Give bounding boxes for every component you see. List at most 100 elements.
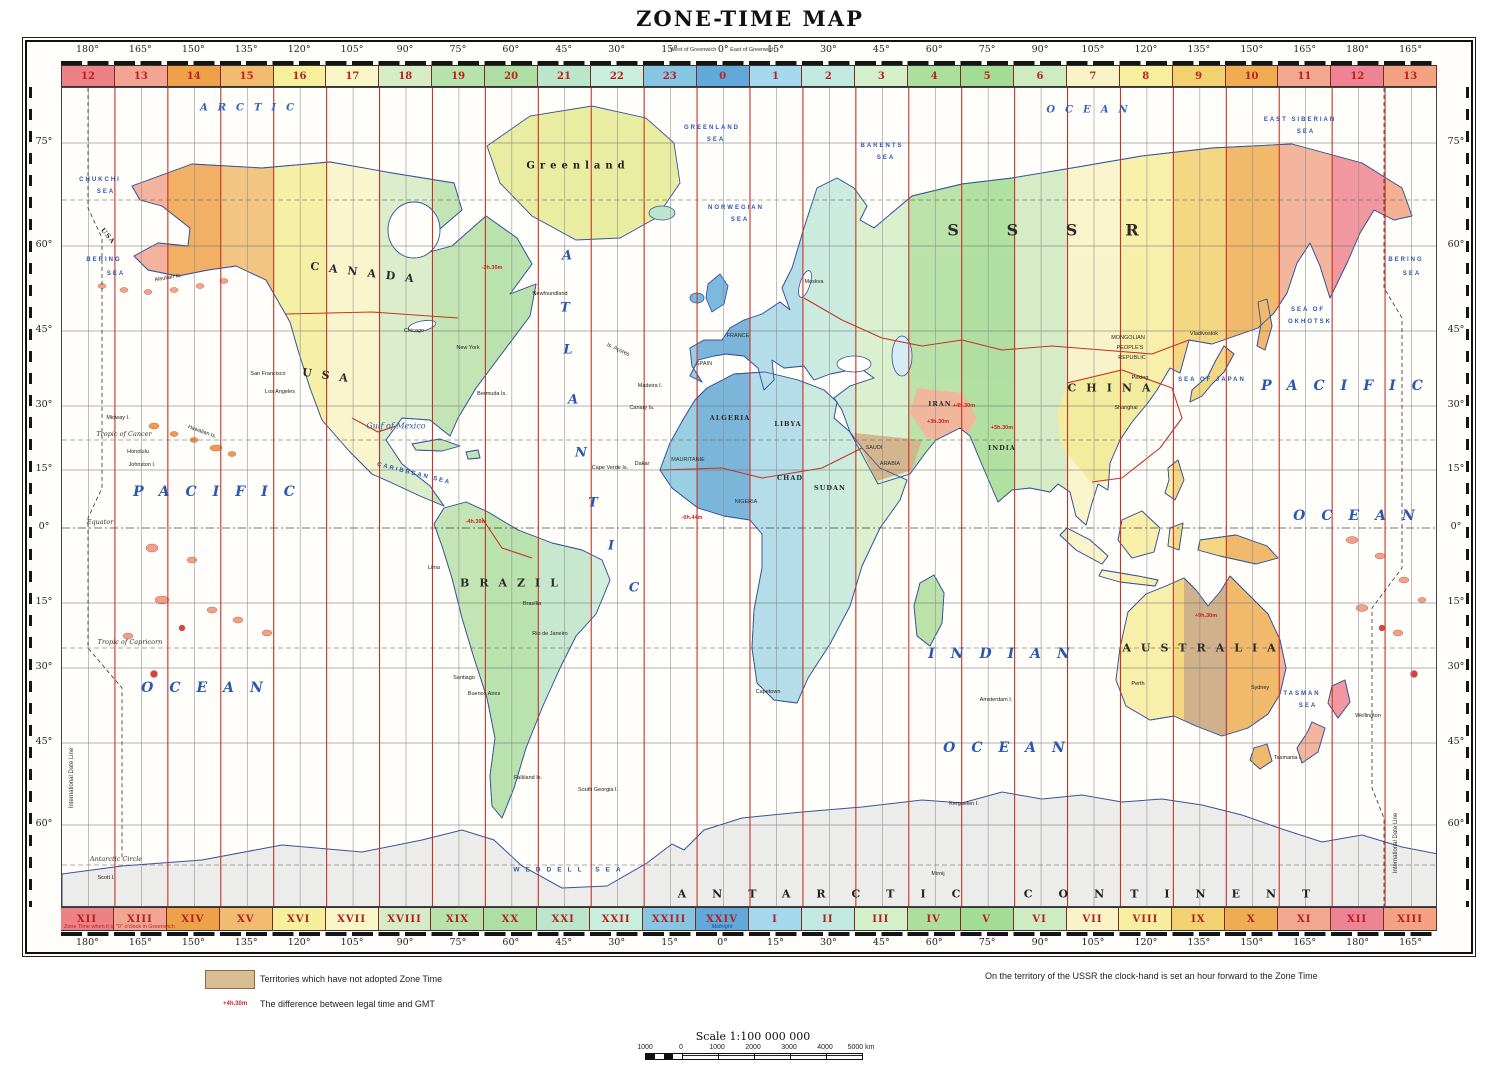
map-label: New York: [456, 345, 480, 351]
longitude-label: 150°: [181, 937, 205, 948]
longitude-label: 105°: [1081, 44, 1105, 55]
zone-roman-cell: XXII: [590, 907, 644, 931]
map-label: SEA: [1402, 271, 1422, 277]
zone-number: 10: [1244, 70, 1259, 82]
zone-roman-cell: VI: [1013, 907, 1067, 931]
latitude-label: 15°: [35, 596, 53, 607]
longitude-label: 120°: [287, 44, 311, 55]
world-map-svg: [62, 88, 1436, 906]
zone-roman-cell: III: [854, 907, 908, 931]
longitude-scale-bottom: 180° 165° 150° 135° 120° 105° 90° 75° 60° 45° 30° 1…: [61, 937, 1437, 953]
zone-roman-cell: XXIII: [643, 907, 697, 931]
scale-tick-label: 1000: [709, 1044, 725, 1051]
zone-cell: 4: [908, 65, 962, 87]
map-label: Johnston I.: [128, 462, 156, 468]
map-label: CHAD: [777, 474, 803, 482]
zone-number: 16: [292, 70, 307, 82]
zone-number: 21: [557, 70, 571, 82]
map-label: SEA OF: [1290, 307, 1326, 313]
longitude-label: 15°: [661, 937, 679, 948]
zone-roman-cell: VIII: [1119, 907, 1173, 931]
map-label: Honolulu: [127, 449, 149, 455]
zone-roman-cell: IX: [1172, 907, 1226, 931]
map-label: Lima: [428, 565, 440, 571]
map-label: Brasília: [522, 601, 542, 607]
zone-roman-numeral: IV: [926, 913, 941, 925]
longitude-label: 75°: [449, 937, 467, 948]
zone-cell: 19: [432, 65, 486, 87]
zone-roman-cell: XVII: [325, 907, 379, 931]
latitude-label: 15°: [35, 463, 53, 474]
map-label: ARCTIC: [199, 102, 305, 114]
map-label: Amsterdam I.: [979, 697, 1013, 703]
scale-bar-unit: [754, 1054, 790, 1059]
map-label: NORWEGIAN: [708, 205, 764, 211]
longitude-scale-top: 180° 165° 150° 135° 120° 105° 90° 75° 60° 45° 30° 1…: [61, 44, 1437, 60]
map-label: PACIFIC: [133, 484, 311, 500]
map-label: -4h.30m: [465, 519, 487, 525]
longitude-label: 105°: [1081, 937, 1105, 948]
zone-roman-numeral: XXIV: [706, 913, 738, 925]
map-label: BERING: [86, 257, 122, 263]
map-label: NIGERIA: [734, 499, 758, 505]
map-label: Wellington: [1355, 713, 1381, 719]
scale-bar-unit: [790, 1054, 826, 1059]
longitude-label: 60°: [925, 937, 943, 948]
zone-cell: 11: [1278, 65, 1332, 87]
zone-cell: 16: [273, 65, 327, 87]
zone-number: 2: [824, 70, 832, 82]
zone-roman-numeral: III: [872, 913, 890, 925]
zone-roman-numeral: XXIII: [651, 913, 687, 925]
scale-tick-label: 2000: [745, 1044, 761, 1051]
map-label: -3h.30m: [481, 265, 503, 271]
zone-roman-numeral: XXII: [601, 913, 631, 925]
map-label: SEA: [1298, 703, 1318, 709]
map-label: T: [588, 495, 598, 511]
zone-cell: 15: [220, 65, 274, 87]
map-label: Greenland: [526, 160, 630, 172]
latitude-label: 75°: [35, 136, 53, 147]
zone-roman-cell: XIX: [431, 907, 485, 931]
map-label: Newfoundland: [532, 291, 568, 297]
zone-roman-cell: VII: [1066, 907, 1120, 931]
scale-bar-unit: [682, 1054, 718, 1059]
longitude-label: 75°: [978, 937, 996, 948]
map-label: +4h.30m: [952, 403, 976, 409]
latitude-label: 30°: [35, 399, 53, 410]
zone-roman-cell: XVIII: [378, 907, 432, 931]
map-label: ANTARCTIC: [677, 887, 987, 901]
map-label: WEDDELL SEA: [513, 866, 627, 874]
zone-cell: 3: [855, 65, 909, 87]
zone-cell: 8: [1119, 65, 1173, 87]
longitude-label: 45°: [872, 937, 890, 948]
map-label: OCEAN: [1046, 104, 1138, 116]
longitude-label: 75°: [449, 44, 467, 55]
longitude-label: 45°: [555, 44, 573, 55]
latitude-label: 60°: [35, 818, 53, 829]
map-label: SEA OF JAPAN: [1178, 377, 1246, 383]
zone-roman-numeral: X: [1246, 913, 1256, 925]
longitude-label: 90°: [396, 44, 414, 55]
zone-roman-numeral: I: [772, 913, 778, 925]
zone-roman-numeral: XV: [236, 913, 255, 925]
zone-cell: 7: [1066, 65, 1120, 87]
longitude-label: 150°: [181, 44, 205, 55]
longitude-label: 0°: [717, 937, 728, 948]
zone-roman-cell: XXI: [537, 907, 591, 931]
map-label: SSSR: [947, 220, 1187, 240]
map-label: Vladivostok: [1189, 331, 1219, 337]
zone-number: 9: [1195, 70, 1203, 82]
map-label: Dakar: [634, 461, 650, 467]
date-line: [87, 88, 1403, 906]
longitude-label: 90°: [1031, 44, 1049, 55]
longitude-label: 15°: [767, 937, 784, 948]
latitude-label: 60°: [1447, 239, 1465, 250]
map-label: +3h.30m: [926, 419, 950, 425]
longitude-label: 165°: [128, 44, 152, 55]
map-label: C: [628, 580, 640, 596]
zone-number: 13: [133, 70, 148, 82]
map-label: CHINA: [1067, 381, 1161, 395]
longitude-label: 135°: [1187, 44, 1211, 55]
zone-cell: 23: [643, 65, 697, 87]
latitude-label: 75°: [1447, 136, 1465, 147]
